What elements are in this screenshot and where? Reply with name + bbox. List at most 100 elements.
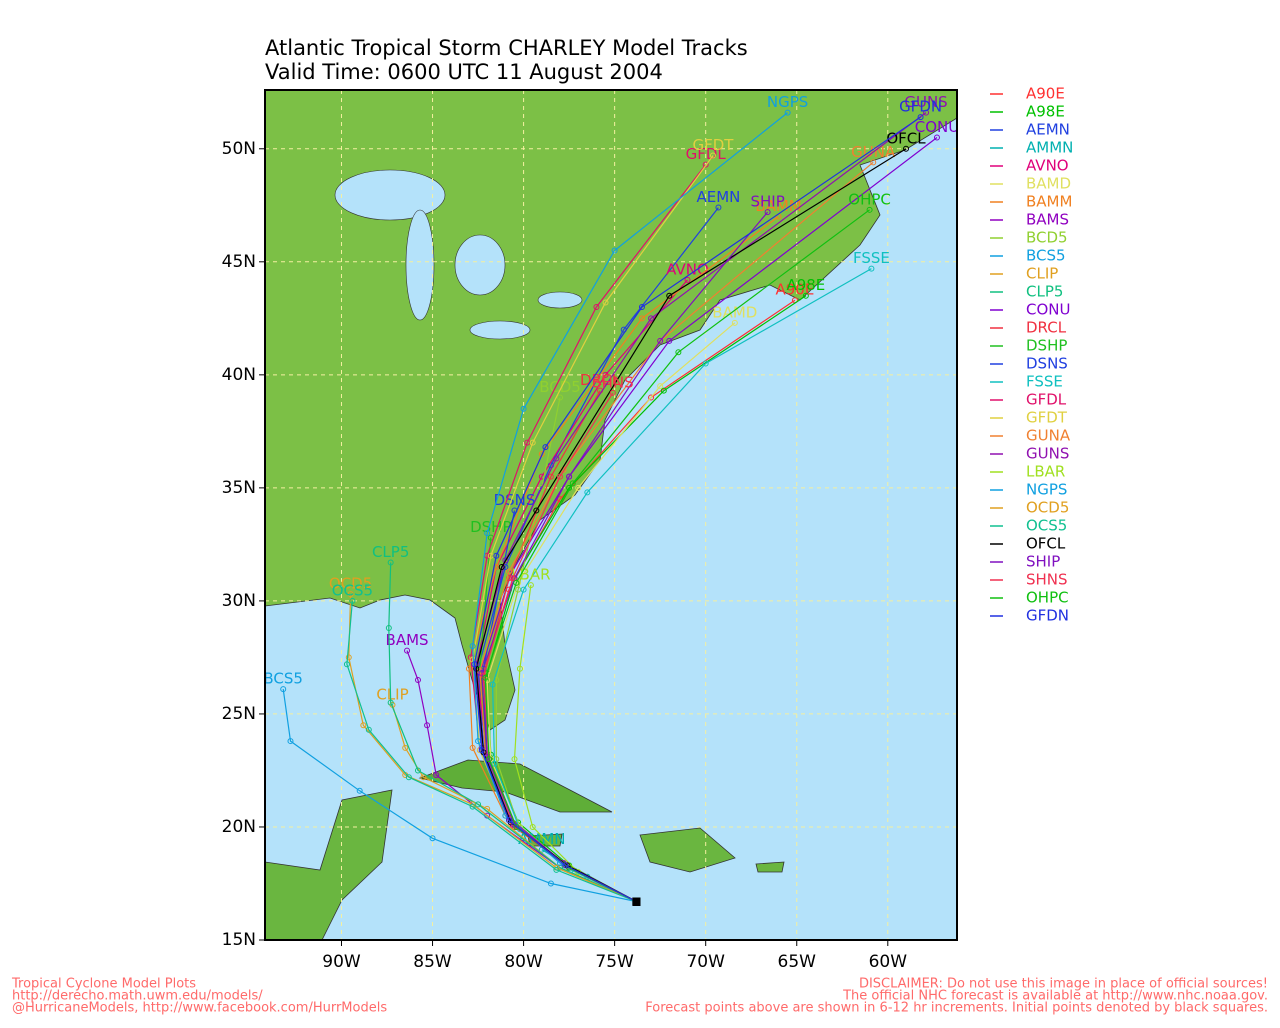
- tracks: A90EA98EAEMNAMMNAVNOBAMDBAMMBAMSBCD5BCS5…: [263, 93, 957, 906]
- forecast-point: [433, 771, 440, 778]
- legend-label: GUNA: [1026, 427, 1071, 445]
- forecast-point: [506, 568, 513, 575]
- forecast-point: [516, 665, 523, 672]
- x-tick-label: 80W: [504, 952, 543, 972]
- forecast-point: [666, 292, 673, 299]
- forecast-point: [584, 489, 591, 496]
- forecast-point: [511, 756, 518, 763]
- legend-label: SHNS: [1026, 571, 1068, 589]
- forecast-point: [349, 597, 356, 604]
- forecast-point: [414, 767, 421, 774]
- track-label: OHPC: [848, 190, 891, 208]
- track-label: SHNS: [592, 373, 634, 391]
- chart-subtitle: Valid Time: 0600 UTC 11 August 2004: [265, 60, 663, 84]
- legend-label: AMMN: [1026, 139, 1073, 157]
- forecast-point: [347, 591, 354, 598]
- forecast-point: [593, 304, 600, 311]
- forecast-point: [489, 681, 496, 688]
- forecast-point: [469, 803, 476, 810]
- forecast-point: [356, 787, 363, 794]
- forecast-point: [557, 394, 564, 401]
- forecast-point: [520, 586, 527, 593]
- legend-label: OCD5: [1026, 499, 1069, 517]
- forecast-point: [485, 756, 492, 763]
- forecast-point: [287, 738, 294, 745]
- track-label: CLP5: [372, 543, 409, 561]
- forecast-point: [502, 557, 509, 564]
- forecast-point: [657, 383, 664, 390]
- forecast-point: [684, 276, 691, 283]
- track-label: OCD5: [329, 575, 372, 593]
- forecast-point: [575, 484, 582, 491]
- legend-label: OCS5: [1026, 517, 1067, 535]
- forecast-point: [602, 299, 609, 306]
- track-label: BCD5: [539, 378, 581, 396]
- y-tick-label: 15N: [222, 930, 256, 950]
- lake-ontario: [537, 291, 583, 309]
- legend-label: GUNS: [1026, 445, 1069, 463]
- forecast-point: [506, 817, 513, 824]
- track-label: A98E: [786, 276, 825, 294]
- legend-label: LBAR: [1026, 463, 1065, 481]
- forecast-point: [609, 389, 616, 396]
- x-tick-label: 70W: [686, 952, 725, 972]
- legend-label: BCD5: [1026, 229, 1068, 247]
- y-tick-label: 45N: [222, 252, 256, 272]
- forecast-point: [923, 109, 930, 116]
- forecast-point: [602, 371, 609, 378]
- axes: 90W 85W 80W 75W 70W 65W 60W 15N 20N 25N 30N 35N 40N 4…: [222, 139, 908, 972]
- footer-right: DISCLAIMER: Do not use this image in pla…: [859, 977, 1268, 992]
- forecast-point: [484, 530, 491, 537]
- forecast-point: [385, 625, 392, 632]
- forecast-point: [933, 134, 940, 141]
- forecast-point: [648, 394, 655, 401]
- footer-left: http://derecho.math.uwm.edu/models/: [12, 989, 263, 1004]
- initial-point: [632, 897, 641, 906]
- x-tick-label: 65W: [778, 952, 817, 972]
- land-central-america: [265, 789, 393, 940]
- track-label: SHIP: [750, 193, 784, 211]
- track-label: OCS5: [332, 581, 373, 599]
- track-label: BAMS: [386, 631, 429, 649]
- y-tick-label: 35N: [222, 478, 256, 498]
- track-label: A90E: [776, 281, 815, 299]
- footer: Tropical Cyclone Model Plotshttp://derec…: [11, 977, 1268, 1016]
- model-track: [473, 116, 921, 903]
- forecast-point: [709, 152, 716, 159]
- chart-title: Atlantic Tropical Storm CHARLEY Model Tr…: [265, 36, 748, 60]
- forecast-point: [498, 563, 505, 570]
- forecast-point: [513, 579, 520, 586]
- forecast-point: [702, 161, 709, 168]
- y-tick-label: 30N: [222, 591, 256, 611]
- forecast-point: [870, 159, 877, 166]
- legend-label: NGPS: [1026, 481, 1067, 499]
- forecast-point: [469, 744, 476, 751]
- forecast-point: [547, 880, 554, 887]
- forecast-point: [553, 866, 560, 873]
- forecast-point: [553, 455, 560, 462]
- forecast-point: [491, 760, 498, 767]
- legend-label: GFDN: [1026, 607, 1069, 625]
- x-tick-label: 60W: [869, 952, 908, 972]
- forecast-point: [527, 582, 534, 589]
- forecast-point: [638, 315, 645, 322]
- forecast-point: [547, 473, 554, 480]
- lake-huron: [454, 234, 506, 296]
- legend-label: SHIP: [1026, 553, 1060, 571]
- x-tick-label: 75W: [595, 952, 634, 972]
- forecast-point: [360, 722, 367, 729]
- forecast-point: [666, 337, 673, 344]
- forecast-point: [429, 835, 436, 842]
- lake-erie: [469, 320, 531, 340]
- legend-label: AEMN: [1026, 121, 1070, 139]
- forecast-point: [638, 304, 645, 311]
- forecast-point: [611, 247, 618, 254]
- track-label: DSHP: [470, 518, 511, 536]
- forecast-point: [562, 862, 569, 869]
- model-track: [282, 689, 637, 903]
- forecast-point: [471, 661, 478, 668]
- track-label: BCS5: [263, 670, 303, 688]
- footer-right: The official NHC forecast is available a…: [842, 989, 1268, 1004]
- track-label: FSSE: [853, 249, 890, 267]
